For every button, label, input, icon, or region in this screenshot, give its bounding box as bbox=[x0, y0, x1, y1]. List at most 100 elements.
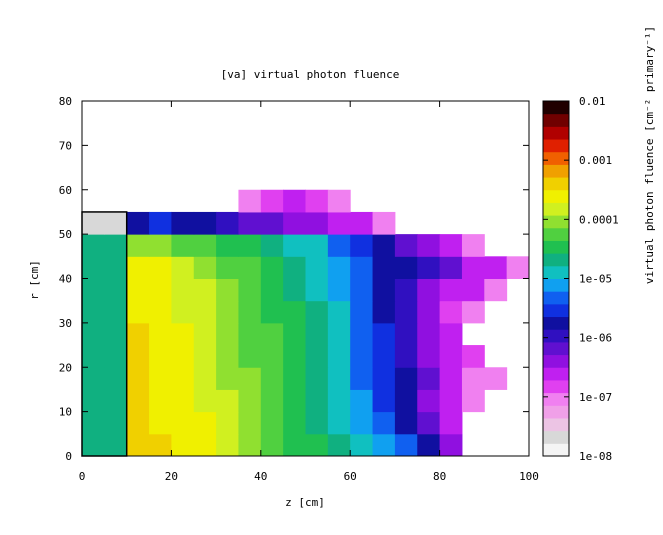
heatmap-cell bbox=[372, 345, 396, 368]
colorbar-tick-label: 1e-08 bbox=[579, 450, 612, 463]
heatmap-cell bbox=[104, 322, 128, 346]
heatmap-cell bbox=[260, 389, 284, 413]
heatmap-cell bbox=[506, 256, 530, 279]
heatmap-cell bbox=[238, 389, 262, 413]
heatmap-cell bbox=[417, 234, 441, 257]
heatmap-cell bbox=[305, 345, 329, 368]
heatmap-cell bbox=[82, 234, 105, 257]
heatmap-cell bbox=[439, 256, 463, 279]
heatmap-cell bbox=[327, 278, 351, 302]
heatmap-cell bbox=[126, 322, 150, 346]
heatmap-cell bbox=[104, 389, 128, 413]
heatmap-cell bbox=[216, 278, 239, 302]
heatmap-cell bbox=[171, 433, 195, 457]
chart-title: [va] virtual photon fluence bbox=[221, 68, 400, 81]
heatmap-cell bbox=[216, 322, 239, 346]
heatmap-cell bbox=[439, 389, 463, 413]
colorbar-swatch bbox=[543, 316, 569, 330]
heatmap-cell bbox=[417, 389, 441, 413]
y-tick-label: 60 bbox=[59, 184, 72, 197]
heatmap-cell bbox=[327, 300, 351, 324]
heatmap-cell bbox=[372, 322, 396, 346]
heatmap-cell bbox=[327, 433, 351, 457]
heatmap-cell bbox=[350, 256, 374, 279]
heatmap-cell bbox=[260, 256, 284, 279]
colorbar-label: virtual photon fluence [cm⁻² primary⁻¹] bbox=[643, 26, 656, 284]
heatmap-cell bbox=[104, 345, 128, 368]
heatmap-cell bbox=[305, 189, 329, 213]
y-tick-label: 70 bbox=[59, 139, 72, 152]
heatmap-cell bbox=[283, 433, 306, 457]
heatmap-cell bbox=[216, 389, 239, 413]
heatmap-cell bbox=[216, 300, 239, 324]
heatmap-cell bbox=[350, 367, 374, 390]
heatmap-cell bbox=[193, 256, 217, 279]
heatmap-cell bbox=[417, 300, 441, 324]
heatmap-cell bbox=[171, 278, 195, 302]
colorbar-swatch bbox=[543, 303, 569, 318]
colorbar-tick-label: 1e-06 bbox=[579, 332, 612, 345]
heatmap-cell bbox=[216, 211, 239, 235]
heatmap-cell bbox=[350, 345, 374, 368]
heatmap-cell bbox=[283, 389, 306, 413]
heatmap-cell bbox=[327, 211, 351, 235]
heatmap-cell bbox=[417, 367, 441, 390]
heatmap-cell bbox=[149, 367, 172, 390]
heatmap-cell bbox=[238, 256, 262, 279]
y-tick-label: 40 bbox=[59, 273, 72, 286]
heatmap-cell bbox=[104, 278, 128, 302]
heatmap-cell bbox=[350, 278, 374, 302]
heatmap-cell bbox=[149, 345, 172, 368]
heatmap-cell bbox=[193, 300, 217, 324]
colorbar-tick-label: 1e-07 bbox=[579, 391, 612, 404]
heatmap-cell bbox=[394, 389, 418, 413]
heatmap-cell bbox=[305, 234, 329, 257]
heatmap-cell bbox=[372, 389, 396, 413]
heatmap-cell bbox=[126, 389, 150, 413]
heatmap-cell bbox=[260, 234, 284, 257]
heatmap-cell bbox=[126, 256, 150, 279]
heatmap-cell bbox=[149, 300, 172, 324]
heatmap-cell bbox=[171, 211, 195, 235]
heatmap-cell bbox=[193, 211, 217, 235]
y-tick-label: 10 bbox=[59, 406, 72, 419]
heatmap-cell bbox=[260, 411, 284, 435]
y-tick-label: 80 bbox=[59, 95, 72, 108]
colorbar-swatch bbox=[543, 126, 569, 140]
colorbar-swatch bbox=[543, 101, 569, 115]
colorbar-swatch bbox=[543, 202, 569, 216]
colorbar-swatch bbox=[543, 417, 569, 432]
heatmap-cell bbox=[149, 278, 172, 302]
heatmap-cell bbox=[461, 234, 485, 257]
heatmap-cell bbox=[149, 234, 172, 257]
heatmap-cell bbox=[126, 345, 150, 368]
heatmap-cell bbox=[171, 389, 195, 413]
heatmap-cell bbox=[238, 278, 262, 302]
heatmap-cell bbox=[439, 278, 463, 302]
colorbar-swatch bbox=[543, 291, 569, 305]
heatmap-cell bbox=[439, 411, 463, 435]
heatmap-cell bbox=[283, 211, 306, 235]
heatmap-cell bbox=[350, 211, 374, 235]
heatmap-cell bbox=[260, 278, 284, 302]
heatmap-cell bbox=[216, 433, 239, 457]
heatmap-cell bbox=[394, 278, 418, 302]
heatmap-cell bbox=[104, 433, 128, 457]
heatmap-cell bbox=[327, 322, 351, 346]
heatmap-cell bbox=[126, 411, 150, 435]
heatmap-cell bbox=[327, 345, 351, 368]
heatmap-cell bbox=[461, 345, 485, 368]
colorbar-swatch bbox=[543, 189, 569, 203]
heatmap-cell bbox=[149, 322, 172, 346]
heatmap-cell bbox=[260, 322, 284, 346]
colorbar-swatch bbox=[543, 227, 569, 241]
heatmap-cell bbox=[484, 367, 508, 390]
heatmap-cell bbox=[305, 278, 329, 302]
colorbar-swatch bbox=[543, 443, 569, 457]
heatmap-cell bbox=[171, 300, 195, 324]
heatmap-cell bbox=[305, 211, 329, 235]
heatmap-cell bbox=[126, 234, 150, 257]
heatmap-cell bbox=[171, 322, 195, 346]
colorbar-swatch bbox=[543, 177, 569, 191]
